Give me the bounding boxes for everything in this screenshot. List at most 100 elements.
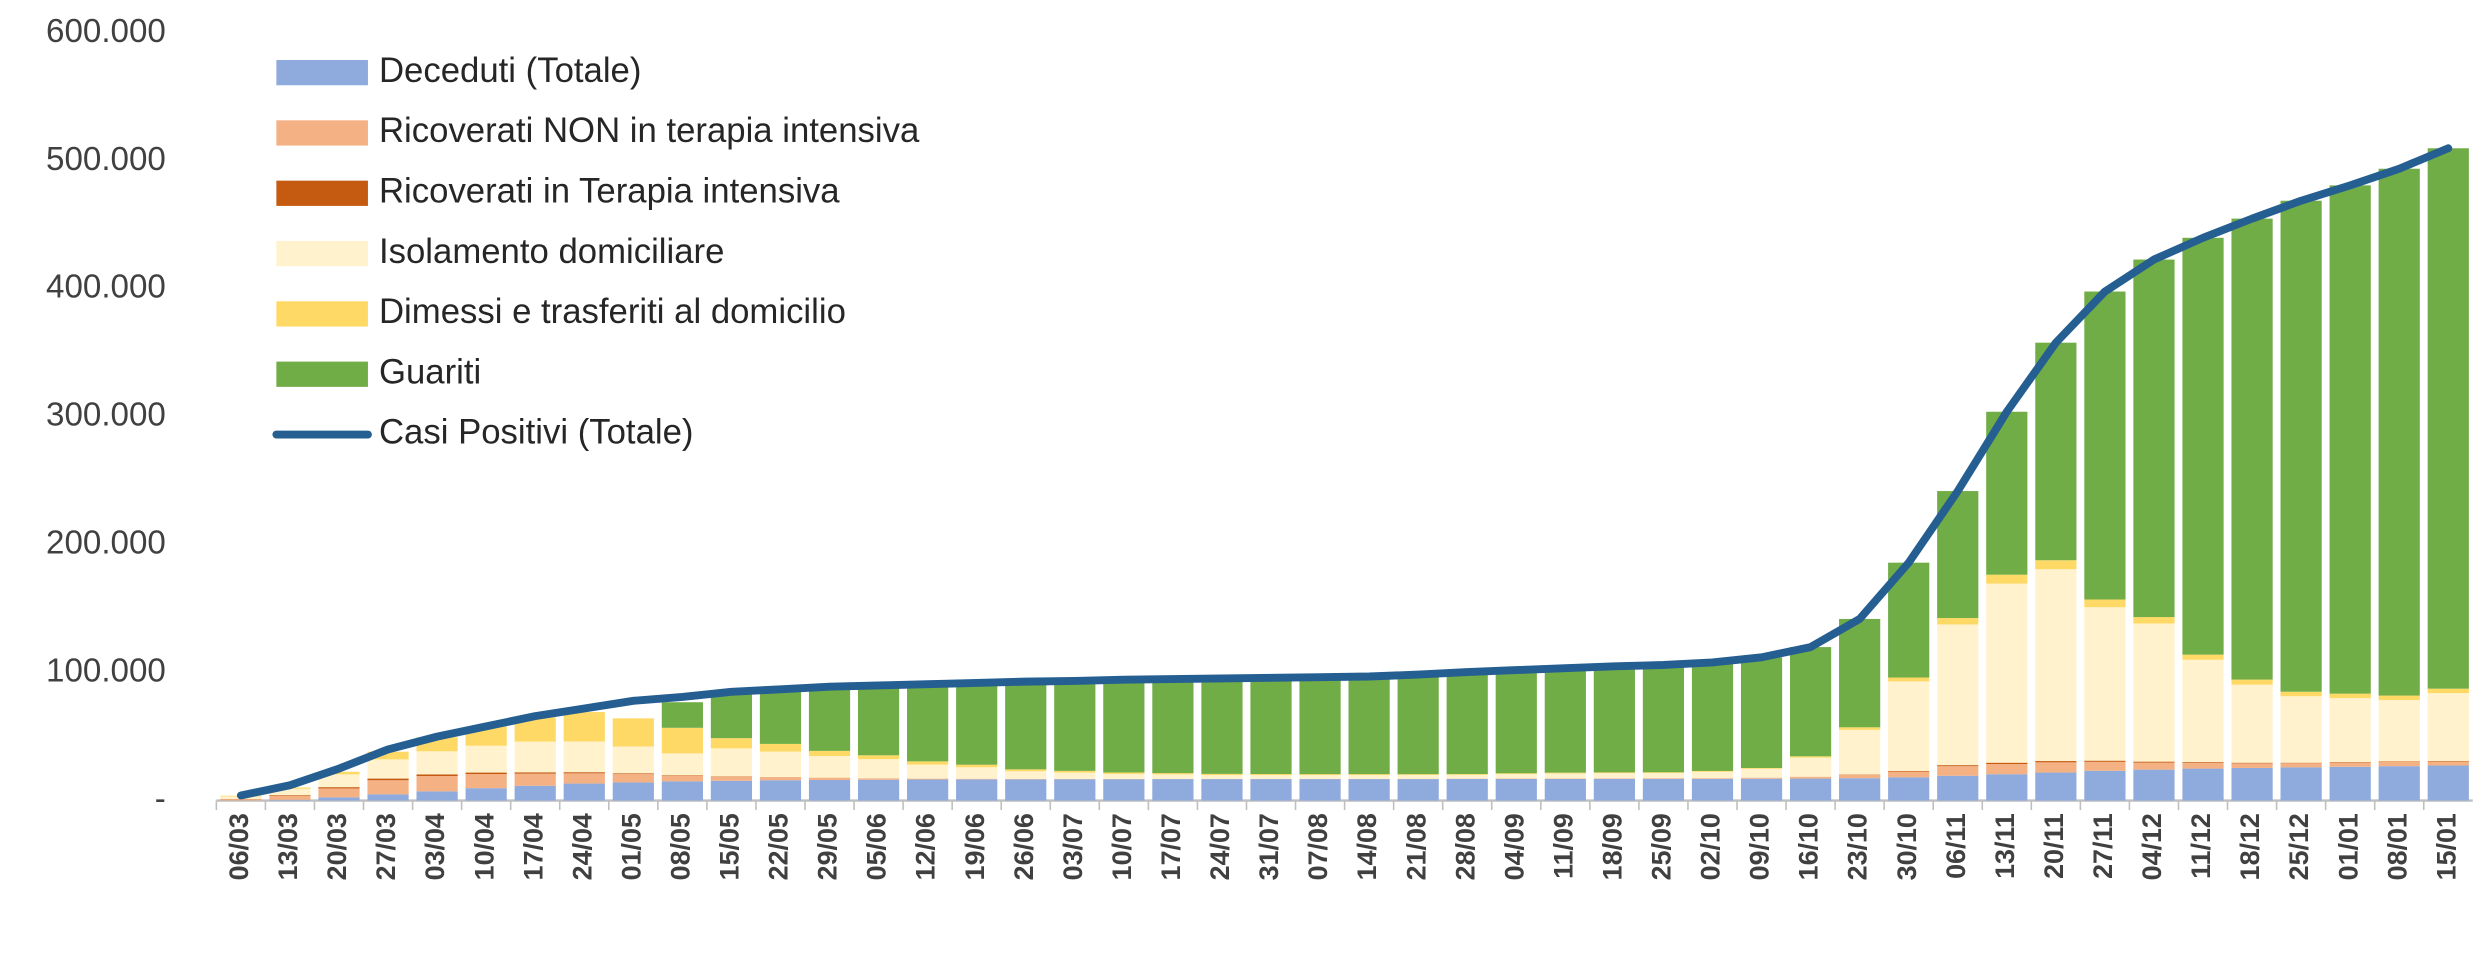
bar (367, 780, 408, 794)
legend-label: Guariti (379, 353, 481, 391)
bar (1103, 680, 1144, 773)
bar (269, 795, 310, 796)
bar (760, 744, 801, 752)
bar (1496, 773, 1537, 774)
bar (711, 748, 752, 776)
bar (1839, 619, 1880, 727)
x-tick-label: 22/05 (764, 813, 794, 880)
y-tick-label: 400.000 (46, 269, 166, 306)
bar (1299, 677, 1340, 774)
bar (1545, 773, 1586, 774)
bar (367, 779, 408, 781)
bar (2084, 600, 2125, 608)
bar (1447, 774, 1488, 775)
bar (662, 753, 703, 775)
bar (1201, 774, 1242, 775)
bar (1201, 779, 1242, 800)
x-tick-label: 15/05 (715, 813, 745, 880)
bar (1692, 771, 1733, 772)
bar (2084, 761, 2125, 762)
bar (1594, 666, 1635, 772)
bar (2379, 766, 2420, 800)
bar (1594, 773, 1635, 778)
bar (760, 777, 801, 780)
x-tick-label: 25/09 (1647, 813, 1677, 880)
legend-label: Isolamento domiciliare (379, 233, 724, 271)
bar (515, 742, 556, 773)
bar (1986, 763, 2027, 764)
bar (2379, 169, 2420, 696)
legend-swatch (276, 301, 368, 326)
bar (2330, 767, 2371, 801)
x-tick-label: 03/07 (1058, 813, 1088, 880)
x-tick-label: 21/08 (1401, 813, 1431, 880)
y-tick-label: - (155, 780, 166, 817)
bar (956, 683, 997, 765)
bar (613, 718, 654, 746)
bar (2330, 185, 2371, 693)
bar (662, 776, 703, 782)
bar (1496, 670, 1537, 773)
bar (2330, 762, 2371, 763)
x-tick-label: 14/08 (1352, 813, 1382, 880)
bar (809, 687, 850, 751)
x-tick-label: 10/04 (469, 813, 499, 880)
bar (564, 741, 605, 772)
bar (1250, 678, 1291, 774)
x-tick-label: 31/07 (1254, 813, 1284, 880)
x-tick-label: 27/03 (371, 813, 401, 880)
bar (1888, 771, 1929, 772)
bar (711, 777, 752, 781)
bar (858, 780, 899, 801)
bar (2428, 761, 2469, 762)
bar (1937, 765, 1978, 766)
legend-label: Casi Positivi (Totale) (379, 414, 694, 452)
bar (1839, 778, 1880, 800)
bar (2133, 617, 2174, 623)
bar (1299, 779, 1340, 800)
bar (1447, 775, 1488, 779)
bar (2231, 219, 2272, 680)
bar (1152, 773, 1193, 774)
legend-label: Ricoverati NON in terapia intensiva (379, 112, 920, 150)
bar (1349, 775, 1390, 779)
bar (2182, 238, 2223, 655)
bar (2035, 761, 2076, 762)
bar (956, 765, 997, 768)
bar (2182, 660, 2223, 762)
bar (466, 746, 507, 773)
x-tick-label: 02/10 (1696, 813, 1726, 880)
bar (1103, 779, 1144, 800)
bar (417, 751, 458, 774)
bar (907, 779, 948, 780)
bar (2035, 773, 2076, 801)
bar (1643, 778, 1684, 779)
bar (2182, 769, 2223, 801)
x-tick-label: 27/11 (2088, 813, 2118, 879)
bar (1790, 777, 1831, 779)
bar (1299, 775, 1340, 779)
bar (564, 773, 605, 783)
bar (613, 782, 654, 800)
bar (1054, 771, 1095, 773)
x-tick-label: 28/08 (1450, 813, 1480, 880)
x-tick-label: 01/05 (616, 813, 646, 880)
bar (1643, 665, 1684, 772)
bar (2281, 767, 2322, 800)
bar (809, 756, 850, 778)
bar (907, 765, 948, 779)
bar (269, 800, 310, 801)
bar (809, 780, 850, 801)
bar (269, 796, 310, 800)
bar (2330, 694, 2371, 698)
bar (858, 685, 899, 755)
bar (2428, 766, 2469, 801)
bar (1005, 769, 1046, 771)
bar (2035, 569, 2076, 761)
bar (1643, 772, 1684, 773)
bar (466, 788, 507, 800)
bar (760, 780, 801, 800)
bar (2084, 771, 2125, 801)
x-tick-label: 19/06 (960, 813, 990, 880)
y-tick-label: 100.000 (46, 652, 166, 689)
